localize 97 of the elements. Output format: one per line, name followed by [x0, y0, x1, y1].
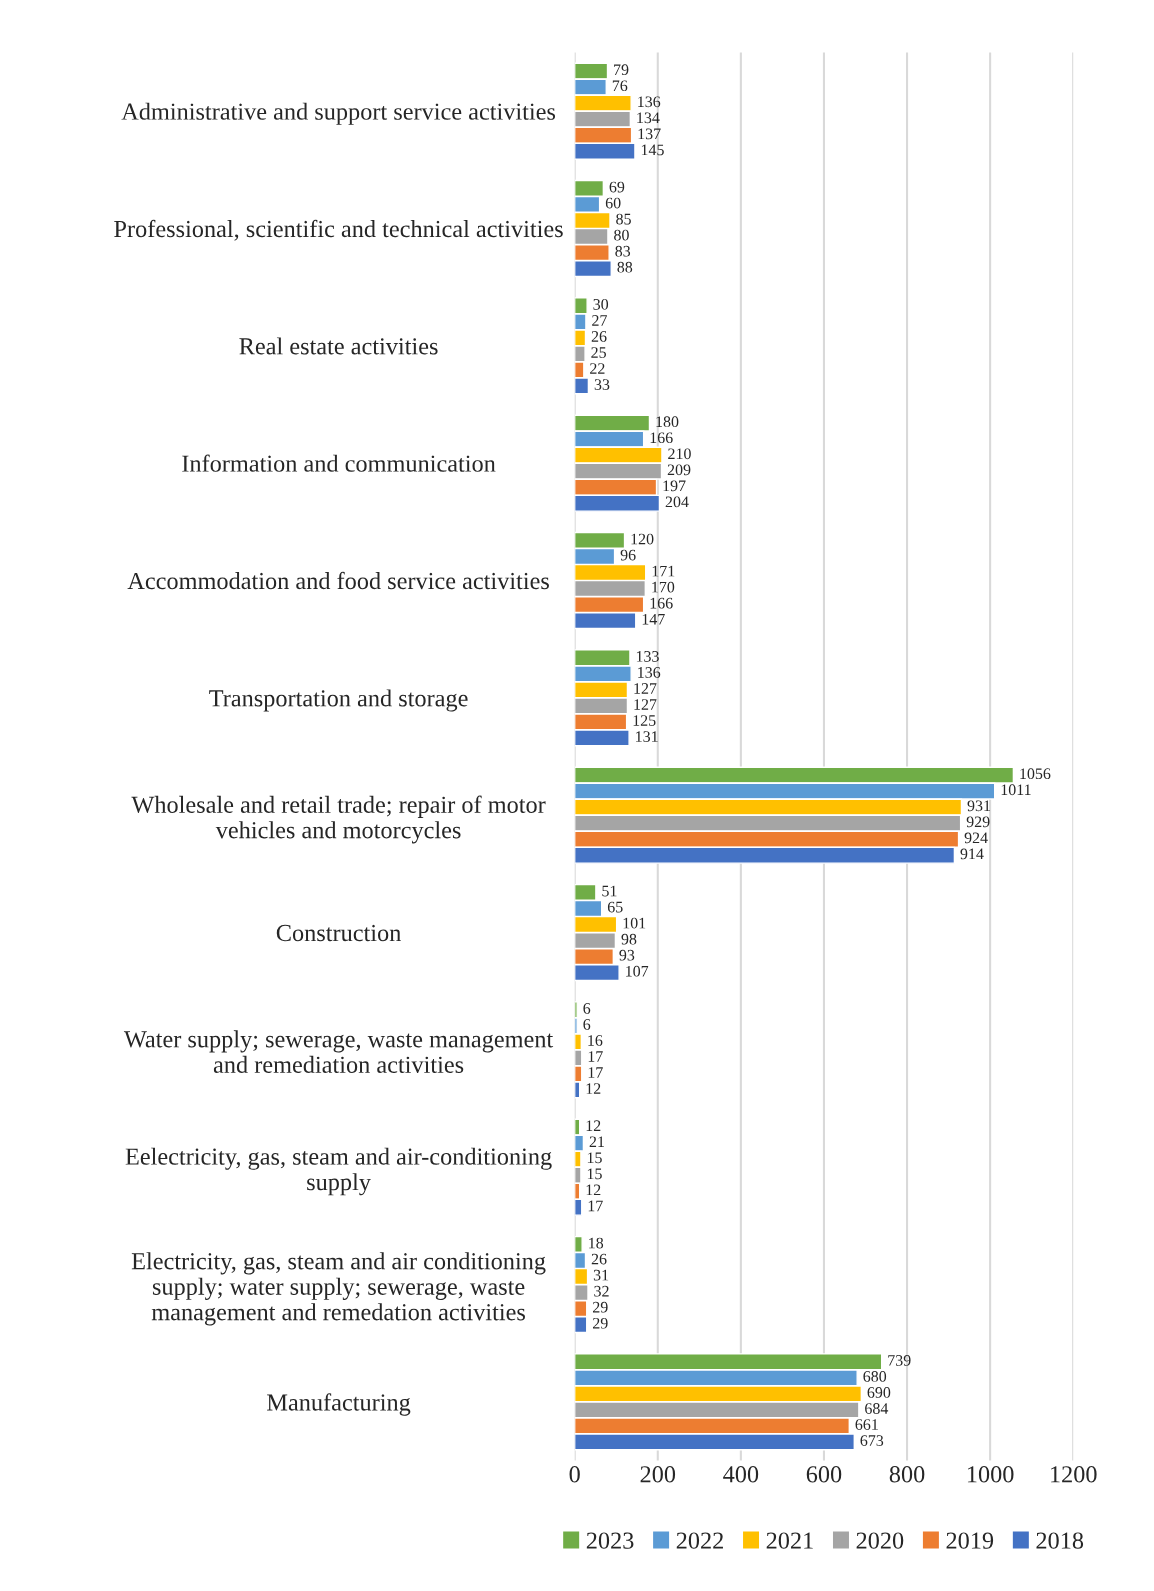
- data-label: 929: [966, 816, 990, 828]
- data-label: 96: [620, 549, 636, 561]
- data-label: 31: [593, 1269, 609, 1281]
- data-label: 26: [591, 331, 607, 342]
- data-label: 690: [867, 1387, 891, 1398]
- data-label: 29: [593, 1317, 608, 1329]
- data-label: 197: [663, 480, 686, 492]
- data-label: 133: [636, 651, 659, 662]
- y-tick-label: Professional, scientific and technical activities: [114, 219, 563, 241]
- y-tick-label: Information and communication: [182, 454, 496, 472]
- data-label: 69: [609, 181, 625, 193]
- data-label: 93: [619, 949, 635, 961]
- data-label: 210: [668, 448, 691, 460]
- x-tick-label: 0: [569, 1466, 580, 1483]
- data-label: 65: [607, 901, 623, 913]
- data-label: 17: [588, 1200, 603, 1212]
- data-label: 134: [637, 112, 660, 124]
- y-tick-label: Real estate activities: [239, 337, 438, 355]
- data-label: 80: [614, 229, 629, 241]
- data-label: 101: [623, 917, 646, 929]
- data-label: 88: [617, 261, 633, 273]
- data-label: 166: [650, 432, 673, 444]
- data-label: 136: [638, 96, 661, 108]
- data-label: 107: [626, 965, 649, 977]
- x-tick-label: 800: [889, 1466, 925, 1483]
- data-label: 27: [592, 315, 607, 326]
- data-label: 136: [638, 667, 661, 678]
- data-label: 18: [589, 1237, 604, 1249]
- y-tick-label: Accommodation and food service activities: [127, 571, 549, 590]
- data-label: 1056: [1020, 768, 1051, 780]
- legend-label: 2018: [1036, 1532, 1084, 1549]
- data-label: 33: [594, 379, 610, 390]
- data-label: 76: [612, 80, 628, 92]
- data-label: 17: [588, 1067, 603, 1078]
- data-label: 83: [615, 245, 631, 257]
- data-label: 739: [888, 1355, 911, 1366]
- data-label: 170: [652, 581, 675, 593]
- data-label: 51: [602, 885, 617, 897]
- data-label: 125: [633, 715, 656, 726]
- data-label: 127: [634, 699, 657, 710]
- x-tick-label: 400: [723, 1466, 759, 1483]
- data-label: 17: [588, 1051, 603, 1062]
- legend-label: 2019: [946, 1532, 994, 1549]
- data-label: 127: [634, 683, 657, 694]
- x-tick-label: 200: [640, 1466, 676, 1483]
- x-tick-label: 600: [806, 1466, 842, 1483]
- y-tick-label: Administrative and support service activities: [121, 102, 556, 125]
- data-label: 32: [594, 1285, 609, 1297]
- data-label: 145: [641, 144, 664, 156]
- data-label: 29: [593, 1301, 608, 1313]
- legend-label: 2020: [856, 1532, 904, 1549]
- data-label: 931: [967, 800, 991, 812]
- data-label: 21: [589, 1136, 604, 1147]
- data-label: 12: [586, 1184, 601, 1196]
- data-label: 16: [588, 1035, 603, 1046]
- data-label: 12: [586, 1120, 601, 1131]
- data-label: 22: [590, 363, 605, 374]
- y-tick-label: Eelectricity, gas, steam and air-conditioning supply: [125, 1147, 552, 1196]
- y-tick-label: Electricity, gas, steam and air conditioning supply; water supply; sewerage, waste management and remedation activities: [131, 1252, 546, 1326]
- data-label: 180: [656, 416, 679, 428]
- data-label: 209: [667, 464, 691, 476]
- data-label: 680: [863, 1371, 887, 1382]
- data-label: 12: [586, 1083, 601, 1094]
- data-label: 1011: [1001, 784, 1031, 796]
- y-tick-label: Wholesale and retail trade; repair of motor vehicles and motorcycles: [131, 795, 546, 844]
- data-label: 15: [587, 1152, 602, 1164]
- data-label: 85: [616, 213, 631, 225]
- x-tick-label: 1000: [967, 1466, 1014, 1483]
- data-label: 25: [591, 347, 606, 358]
- legend-label: 2023: [586, 1532, 634, 1549]
- data-label: 98: [621, 933, 637, 945]
- data-label: 147: [642, 613, 665, 625]
- data-label: 15: [587, 1168, 602, 1180]
- data-label: 120: [631, 533, 654, 545]
- y-tick-label: Water supply; sewerage, waste management and remediation activities: [123, 1030, 554, 1073]
- data-label: 26: [591, 1253, 607, 1265]
- data-label: 171: [652, 565, 675, 577]
- data-label: 166: [650, 597, 673, 609]
- y-tick-label: Transportation and storage: [209, 689, 468, 712]
- data-label: 30: [593, 298, 609, 310]
- y-tick-label: Construction: [276, 924, 401, 942]
- data-label: 6: [583, 1003, 591, 1014]
- y-tick-label: Manufacturing: [267, 1393, 411, 1416]
- data-label: 137: [638, 128, 661, 140]
- data-label: 60: [605, 197, 621, 209]
- data-label: 673: [860, 1435, 884, 1446]
- x-tick-label: 1200: [1051, 1466, 1097, 1483]
- data-label: 79: [614, 64, 629, 76]
- data-label: 924: [964, 832, 988, 844]
- data-label: 914: [960, 848, 984, 860]
- data-label: 661: [855, 1419, 878, 1430]
- data-label: 131: [636, 731, 658, 742]
- data-label: 684: [865, 1403, 889, 1414]
- data-label: 204: [665, 496, 689, 508]
- legend-label: 2022: [676, 1532, 723, 1549]
- legend-label: 2021: [766, 1532, 813, 1549]
- data-label: 6: [583, 1019, 591, 1030]
